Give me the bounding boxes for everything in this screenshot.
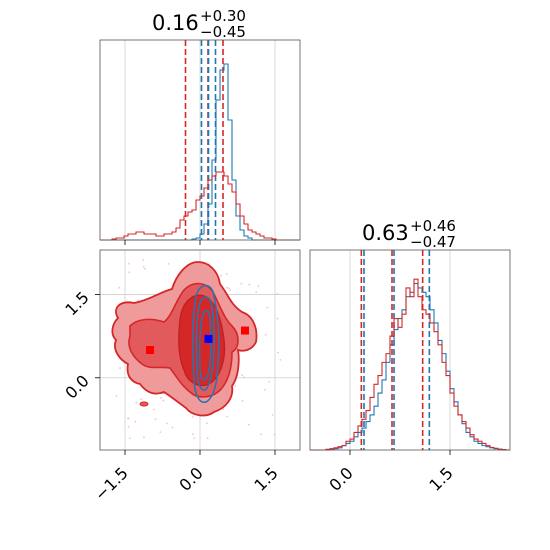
scatter-point xyxy=(268,381,270,383)
marker-square-0 xyxy=(146,346,154,354)
bottom-right-title-value: 0.63 xyxy=(362,221,409,245)
scatter-point xyxy=(135,401,138,404)
top-left-quantile-lines xyxy=(184,40,224,240)
scatter-point xyxy=(166,422,168,425)
bottom-right-xtick-label-1: 1.5 xyxy=(425,463,456,494)
top-left-ticks xyxy=(124,240,276,245)
bottom-left-xtick-label-0: −1.5 xyxy=(91,463,132,504)
scatter-point xyxy=(154,418,157,421)
bottom-left-xtick-label-2: 1.5 xyxy=(250,463,281,494)
scatter-point xyxy=(241,374,243,377)
scatter-point xyxy=(115,395,118,398)
scatter-point xyxy=(240,282,243,285)
scatter-point xyxy=(128,262,130,265)
bottom-left-markers xyxy=(146,326,249,354)
bottom-left-xtick-label-1: 0.0 xyxy=(175,463,206,494)
top-left-grid xyxy=(124,40,276,240)
scatter-point xyxy=(153,408,155,411)
bottom-right-ticks: 0.0 1.5 xyxy=(325,450,457,495)
top-left-title-minus: −0.45 xyxy=(200,23,246,41)
panel-top-left: 0.16 +0.30 −0.45 xyxy=(99,7,301,245)
bottom-left-ytick-label-1: 1.5 xyxy=(61,288,92,319)
scatter-point xyxy=(159,431,162,434)
bottom-right-grid xyxy=(349,250,451,450)
scatter-point xyxy=(205,422,208,424)
scatter-point xyxy=(226,415,229,418)
panel-bottom-left: −1.5 0.0 1.5 0.0 1.5 xyxy=(61,249,301,504)
bottom-right-title-plus: +0.46 xyxy=(410,217,456,235)
scatter-point xyxy=(191,416,194,418)
scatter-point xyxy=(264,333,267,336)
scatter-point xyxy=(225,272,228,275)
scatter-point xyxy=(206,437,209,440)
panel-bottom-right: 0.63 +0.46 −0.47 0.0 1.5 xyxy=(309,217,511,495)
scatter-point xyxy=(119,367,121,369)
bottom-left-density xyxy=(111,259,282,440)
bottom-right-title-minus: −0.47 xyxy=(410,233,456,251)
bottom-left-ytick-label-0: 0.0 xyxy=(61,371,92,402)
bottom-right-histograms xyxy=(310,278,510,451)
scatter-point xyxy=(143,436,145,439)
scatter-point xyxy=(266,306,269,309)
scatter-point xyxy=(276,293,279,295)
scatter-point xyxy=(241,399,244,402)
scatter-point xyxy=(264,389,266,391)
scatter-point xyxy=(271,413,274,416)
scatter-point xyxy=(134,420,137,423)
scatter-point xyxy=(279,358,282,361)
scatter-point xyxy=(140,398,143,401)
scatter-point xyxy=(129,437,132,440)
scatter-point xyxy=(137,299,140,302)
top-left-hist-red xyxy=(100,171,300,241)
scatter-point xyxy=(144,268,146,270)
marker-square-2 xyxy=(204,334,213,343)
scatter-point xyxy=(171,426,174,429)
scatter-point xyxy=(229,289,231,292)
scatter-point xyxy=(243,376,245,379)
marker-square-1 xyxy=(241,326,249,335)
scatter-point xyxy=(142,259,144,262)
scatter-point xyxy=(228,287,231,290)
bottom-right-hist-red xyxy=(310,278,510,451)
scatter-point xyxy=(277,351,280,354)
bottom-right-hist-blue xyxy=(310,282,510,451)
scatter-point xyxy=(142,265,145,268)
scatter-point xyxy=(276,317,279,320)
bottom-right-quantile-lines xyxy=(360,250,431,450)
top-left-title-value: 0.16 xyxy=(152,11,199,35)
scatter-point xyxy=(257,285,260,288)
blue-contour-inner xyxy=(198,309,212,381)
scatter-point xyxy=(128,271,130,274)
bottom-right-xtick-label-0: 0.0 xyxy=(325,463,356,494)
scatter-point xyxy=(162,399,165,402)
scatter-point xyxy=(226,286,228,289)
scatter-point xyxy=(127,417,130,420)
scatter-point xyxy=(193,437,196,440)
blue-contour-outer xyxy=(191,284,220,403)
red-contour-island xyxy=(139,401,149,407)
scatter-point xyxy=(260,433,262,436)
scatter-point xyxy=(247,423,250,426)
scatter-point xyxy=(160,397,162,399)
scatter-point xyxy=(255,291,258,294)
scatter-point xyxy=(222,408,224,411)
bottom-right-frame xyxy=(309,249,511,451)
scatter-point xyxy=(118,286,121,289)
top-left-title-plus: +0.30 xyxy=(200,7,246,25)
scatter-point xyxy=(248,283,251,286)
scatter-point xyxy=(234,384,237,387)
scatter-point xyxy=(167,262,170,265)
scatter-point xyxy=(273,433,276,436)
scatter-point xyxy=(220,274,222,277)
blue-contour-middle xyxy=(195,296,215,391)
scatter-point xyxy=(127,425,130,428)
scatter-point xyxy=(192,433,194,435)
